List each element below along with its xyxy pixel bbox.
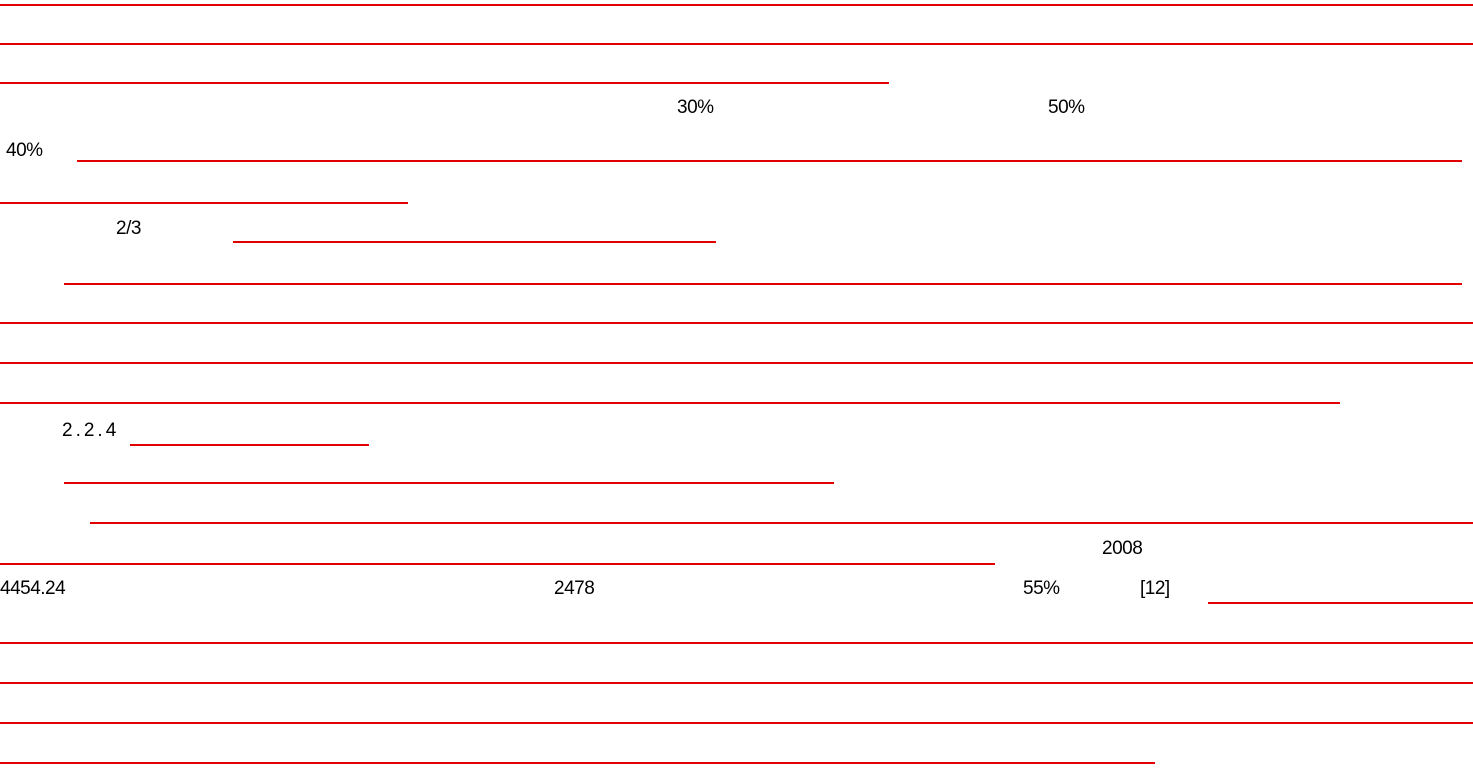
text-underline [64,283,1462,285]
text-underline [130,444,369,446]
value-4454-24: 4454.24 [0,578,66,599]
text-underline [0,202,408,204]
text-underline [0,322,1473,324]
value-2478: 2478 [554,578,595,599]
text-underline [77,160,1462,162]
percent-40: 40% [6,140,43,161]
text-underline [0,642,1473,644]
text-underline [0,402,1340,404]
text-underline [0,82,889,84]
text-underline [0,762,1155,764]
text-underline [90,522,1473,524]
percent-30: 30% [677,97,714,118]
text-underline [0,682,1473,684]
text-underline [0,4,1473,6]
reference-12: [12] [1140,578,1170,599]
fraction-two-thirds: 2/3 [116,218,141,239]
percent-55: 55% [1023,578,1060,599]
section-number: 2.2.4 [62,420,120,441]
text-underline [0,362,1473,364]
year-2008: 2008 [1102,538,1143,559]
text-underline [1208,602,1473,604]
percent-50: 50% [1048,97,1085,118]
text-underline [64,482,834,484]
text-underline [0,43,1473,45]
text-underline [0,722,1473,724]
text-underline [233,241,716,243]
text-underline [0,563,995,565]
